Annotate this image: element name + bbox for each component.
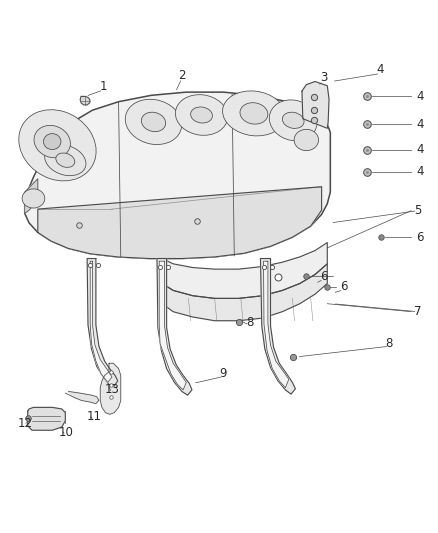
Ellipse shape (191, 107, 212, 123)
Polygon shape (157, 259, 192, 395)
Text: 2: 2 (178, 69, 186, 82)
Ellipse shape (141, 112, 166, 132)
Text: 13: 13 (105, 383, 120, 397)
Text: 6: 6 (416, 231, 424, 244)
Ellipse shape (56, 153, 75, 167)
Text: 3: 3 (320, 71, 328, 84)
Polygon shape (302, 82, 329, 128)
Polygon shape (100, 364, 121, 414)
Polygon shape (162, 243, 327, 298)
Polygon shape (25, 92, 330, 259)
Polygon shape (68, 391, 99, 403)
Ellipse shape (22, 189, 45, 208)
Polygon shape (38, 187, 321, 259)
Ellipse shape (34, 125, 71, 158)
Text: 6: 6 (320, 270, 328, 282)
Text: 9: 9 (219, 367, 227, 381)
Text: 1: 1 (99, 80, 107, 93)
Ellipse shape (125, 99, 182, 144)
Text: 4: 4 (377, 63, 384, 76)
Text: 10: 10 (59, 426, 74, 439)
Polygon shape (90, 261, 112, 382)
Text: 4: 4 (416, 143, 424, 156)
Polygon shape (87, 259, 118, 386)
Polygon shape (264, 261, 289, 387)
Ellipse shape (240, 103, 268, 124)
Text: 4: 4 (416, 118, 424, 131)
Text: 4: 4 (416, 90, 424, 103)
Text: 12: 12 (17, 417, 32, 430)
Ellipse shape (45, 144, 86, 176)
Polygon shape (162, 264, 327, 321)
Polygon shape (261, 259, 295, 394)
Ellipse shape (283, 112, 304, 128)
Text: 8: 8 (385, 337, 393, 350)
Ellipse shape (43, 134, 61, 150)
Ellipse shape (294, 130, 318, 151)
Text: 8: 8 (246, 316, 253, 329)
Polygon shape (80, 96, 90, 105)
Text: 5: 5 (414, 204, 421, 217)
Polygon shape (28, 407, 65, 430)
Polygon shape (25, 179, 38, 213)
Polygon shape (159, 261, 186, 390)
Text: 11: 11 (87, 410, 102, 423)
Ellipse shape (19, 110, 96, 181)
Ellipse shape (269, 100, 317, 141)
Ellipse shape (223, 91, 285, 136)
Text: 7: 7 (414, 305, 421, 318)
Ellipse shape (175, 95, 228, 135)
Text: 4: 4 (416, 165, 424, 179)
Text: 6: 6 (340, 280, 347, 293)
